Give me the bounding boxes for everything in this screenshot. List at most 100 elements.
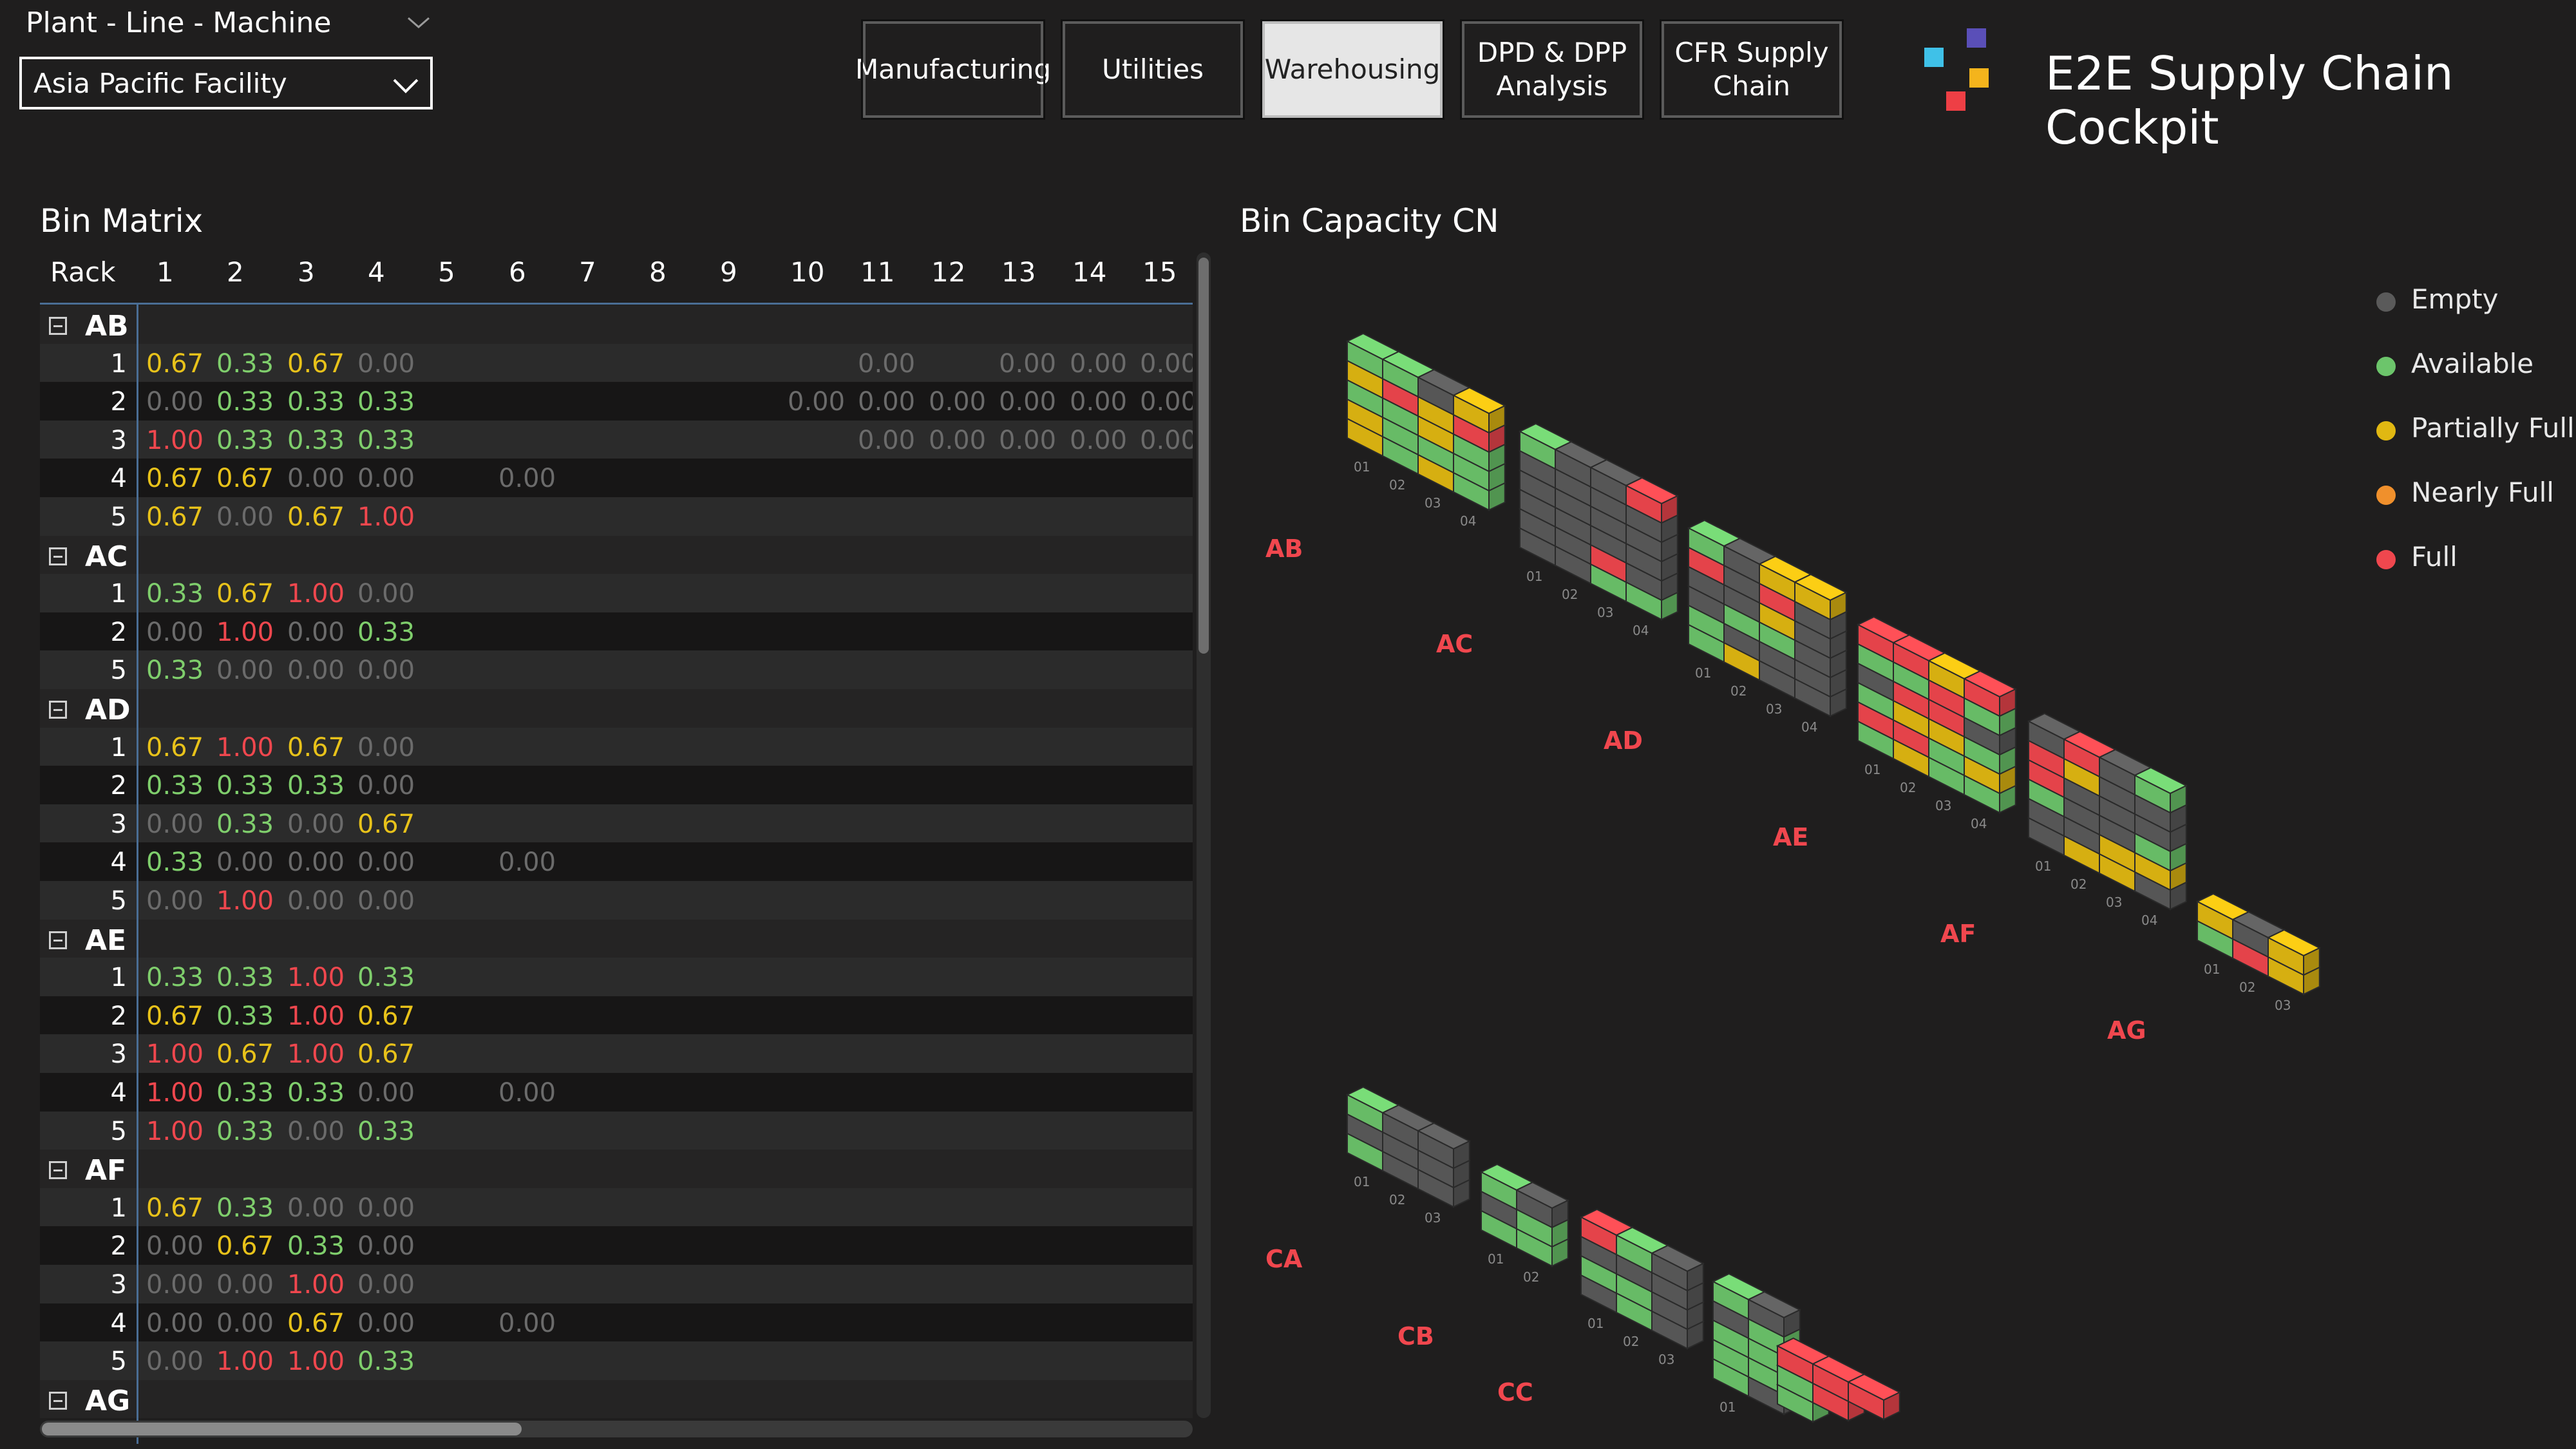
horizontal-scrollbar[interactable] (40, 1421, 1193, 1437)
rack-label: AB (1265, 535, 1303, 563)
row-label: 3 (110, 1270, 127, 1300)
row-label: 1 (110, 1193, 127, 1223)
vertical-scrollbar[interactable] (1197, 252, 1211, 1418)
rack-label: AC (1436, 630, 1473, 658)
rack-label: AD (1604, 726, 1643, 755)
bin-capacity-visual: 01 02 03 04 AB 01 02 03 04 AC 01 02 03 04 AD 01 02 03 04 AE… (1265, 332, 2321, 1423)
bin-value: 0.33 (146, 579, 204, 609)
collapse-icon[interactable] (49, 547, 67, 565)
bin-value: 0.00 (146, 886, 204, 916)
collapse-icon[interactable] (49, 317, 67, 335)
group-row[interactable]: AD (40, 689, 1193, 728)
scroll-thumb[interactable] (42, 1423, 522, 1435)
bin-column-label: 03 (1935, 798, 1951, 813)
bin-value: 0.33 (357, 963, 415, 993)
collapse-icon[interactable] (49, 701, 67, 719)
rack-label: CB (1397, 1322, 1434, 1350)
bin-value: 0.00 (146, 617, 204, 647)
bin-column-label: 02 (1523, 1269, 1539, 1285)
group-row[interactable]: AG (40, 1379, 1193, 1419)
group-label: AG (85, 1384, 131, 1417)
row-label: 1 (110, 348, 127, 379)
bin-value: 0.33 (216, 1193, 274, 1223)
group-row[interactable]: AF (40, 1150, 1193, 1188)
bin-cube-side (1453, 1140, 1470, 1170)
rack-column-header: Rack (50, 256, 116, 288)
table-row: 4 0.33 0.00 0.00 0.00 0.00 (40, 842, 1193, 881)
bin-value: 0.00 (146, 809, 204, 839)
tab-manufacturing[interactable]: Manufacturing (855, 19, 1051, 120)
collapse-icon[interactable] (49, 1161, 67, 1180)
row-label: 1 (110, 579, 127, 609)
bin-value: 0.00 (1140, 387, 1193, 417)
legend-label: Empty (2411, 283, 2499, 315)
collapse-icon[interactable] (49, 931, 67, 949)
tab-cfr-supply-chain[interactable]: CFR Supply Chain (1660, 19, 1844, 120)
bin-value: 0.00 (146, 387, 204, 417)
bin-value: 0.00 (498, 464, 556, 494)
bin-column-label: 02 (2070, 876, 2087, 892)
legend-dot-icon (2376, 292, 2396, 312)
bin-column-label: 03 (1425, 495, 1441, 511)
bin-value: 0.67 (146, 502, 204, 532)
bin-value: 0.67 (146, 732, 204, 762)
bin-column-label: 02 (1900, 780, 1916, 795)
rack-label: CA (1265, 1245, 1303, 1273)
bin-value: 0.00 (216, 1270, 274, 1300)
bin-value: 0.00 (858, 387, 916, 417)
bin-value: 0.33 (287, 1078, 345, 1108)
table-row: 5 0.67 0.00 0.67 1.00 (40, 497, 1193, 536)
group-row[interactable]: AE (40, 919, 1193, 958)
chevron-down-icon[interactable] (406, 14, 431, 31)
facility-dropdown[interactable]: Asia Pacific Facility (19, 57, 433, 109)
column-header: 11 (860, 256, 895, 288)
bin-value: 0.00 (357, 1193, 415, 1223)
column-header: 7 (579, 256, 596, 288)
bin-value: 0.00 (357, 771, 415, 801)
column-header: 3 (298, 256, 315, 288)
bin-value: 0.00 (216, 848, 274, 878)
column-header: 1 (156, 256, 174, 288)
column-header: 13 (1001, 256, 1036, 288)
tab-dpd-dpp-analysis[interactable]: DPD & DPP Analysis (1460, 19, 1644, 120)
group-row[interactable]: AB (40, 305, 1193, 344)
bin-value: 0.33 (357, 1116, 415, 1146)
table-row: 1 0.33 0.67 1.00 0.00 (40, 574, 1193, 612)
row-label: 1 (110, 963, 127, 993)
bin-column-label: 02 (1730, 683, 1747, 699)
bin-column-label: 01 (1354, 1174, 1370, 1189)
table-row: 2 0.00 0.67 0.33 0.00 (40, 1226, 1193, 1265)
bin-column-label: 01 (1864, 762, 1880, 777)
bin-value: 1.00 (216, 617, 274, 647)
bin-value: 0.00 (357, 886, 415, 916)
bin-value: 0.00 (999, 348, 1057, 379)
column-header: 15 (1142, 256, 1177, 288)
tab-warehousing[interactable]: Warehousing (1260, 19, 1444, 120)
table-row: 1 0.33 0.33 1.00 0.33 (40, 958, 1193, 996)
table-row: 2 0.00 0.33 0.33 0.33 0.00 0.00 0.00 0.00 0.00 0.0… (40, 382, 1193, 421)
bin-value: 0.00 (1070, 425, 1128, 455)
bin-column-label: 03 (1425, 1210, 1441, 1226)
bin-value: 0.67 (357, 809, 415, 839)
group-label: AD (85, 694, 131, 726)
bin-value: 0.00 (858, 348, 916, 379)
bin-value: 0.67 (287, 1308, 345, 1338)
table-row: 4 0.67 0.67 0.00 0.00 0.00 (40, 459, 1193, 497)
row-label: 4 (110, 1308, 127, 1338)
scroll-thumb[interactable] (1198, 258, 1209, 654)
bin-value: 0.00 (999, 425, 1057, 455)
bin-column-label: 02 (2239, 980, 2255, 995)
row-label: 2 (110, 771, 127, 801)
bin-cube-side (2170, 784, 2187, 814)
bin-value: 0.00 (357, 464, 415, 494)
bin-cube-side (1999, 688, 2016, 717)
tab-utilities[interactable]: Utilities (1061, 19, 1245, 120)
group-label: AE (85, 923, 127, 957)
bin-value: 1.00 (146, 1078, 204, 1108)
table-row: 5 0.00 1.00 1.00 0.33 (40, 1341, 1193, 1380)
bin-value: 0.00 (498, 848, 556, 878)
collapse-icon[interactable] (49, 1391, 67, 1410)
bin-value: 0.33 (216, 1116, 274, 1146)
group-row[interactable]: AC (40, 535, 1193, 574)
bin-value: 0.33 (216, 809, 274, 839)
